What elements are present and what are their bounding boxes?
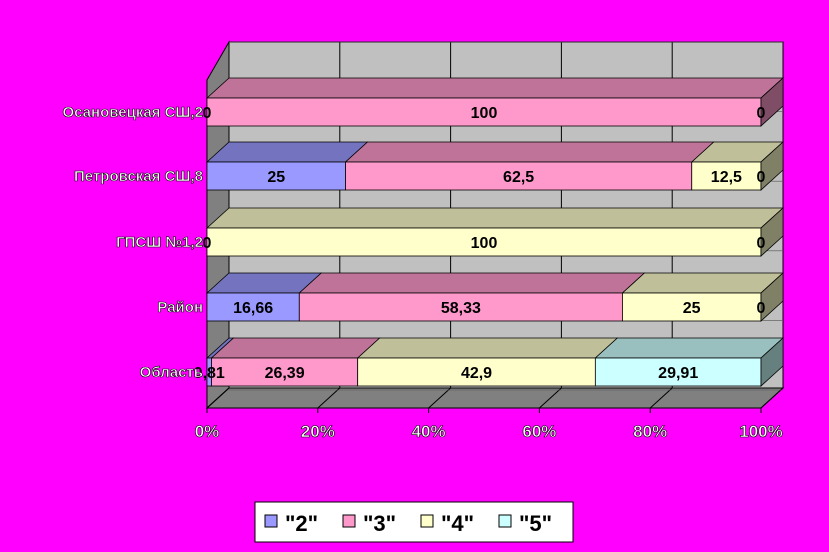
bar-top [356, 337, 619, 359]
bar-top [298, 272, 646, 294]
data-label: 25 [683, 300, 701, 317]
category-labels: Осановецкая СШ,2 Петровская СШ,8 ГПСШ №1,2… [62, 104, 203, 382]
floor-gridline [428, 387, 451, 409]
bars: 0 100 0 25 62,5 12,5 0 0 100 0 16,66 58,33 25 0 0,81 26… [194, 77, 785, 387]
floor-gridline [760, 387, 784, 409]
bar-segment [206, 292, 300, 322]
data-label: 62,5 [503, 169, 534, 186]
floor-gridline [206, 387, 230, 409]
floor-gridline [317, 387, 341, 409]
bar-end [760, 141, 784, 191]
data-label: 0 [757, 235, 766, 252]
bar-segment [357, 357, 596, 387]
x-tick-label: 100% [739, 422, 782, 441]
bar-segment [345, 161, 693, 191]
data-label: 0,81 [194, 365, 225, 382]
legend-box [254, 501, 574, 543]
legend-swatch [342, 514, 356, 528]
bar-top [205, 207, 785, 229]
legend-swatch [420, 514, 434, 528]
bar-segment [691, 161, 762, 191]
legend-entry: "5" [519, 511, 552, 536]
data-label: 12,5 [711, 169, 742, 186]
category-label: Область [140, 364, 203, 381]
data-label: 0 [203, 235, 212, 252]
data-label: 26,39 [265, 365, 305, 382]
bar-segment [206, 227, 762, 257]
category-label: Район [157, 299, 203, 316]
bar-segment [594, 357, 762, 387]
category-label: ГПСШ №1,2 [116, 234, 203, 251]
category-label: Осановецкая СШ,2 [62, 104, 203, 121]
bar-end [760, 272, 784, 322]
bar-segment [622, 292, 762, 322]
floor-gridline [539, 387, 562, 409]
data-label: 0 [757, 169, 766, 186]
x-tick-label: 80% [633, 422, 667, 441]
x-tick-labels: 0% 20% 40% 60% 80% 100% [194, 422, 783, 442]
legend-entry: "4" [441, 511, 474, 536]
bar-top [594, 337, 785, 359]
data-label: 58,33 [441, 300, 481, 317]
bar-segment [206, 161, 346, 191]
floor [205, 387, 785, 409]
bar-top [205, 77, 785, 99]
legend: "2" "3" "4" "5" [254, 501, 574, 543]
legend-entry: "2" [285, 511, 318, 536]
legend-entry: "3" [363, 511, 396, 536]
bar-segment [211, 357, 359, 387]
bar-top [621, 272, 784, 294]
floor-gridline [649, 387, 673, 409]
x-tick-label: 60% [522, 422, 556, 441]
data-label: 100 [471, 105, 498, 122]
bar-end [760, 337, 784, 387]
bar-end [760, 77, 784, 127]
data-label: 100 [471, 235, 498, 252]
bar-top [205, 141, 369, 163]
bar-top [210, 337, 381, 359]
category-label: Петровская СШ,8 [74, 168, 203, 185]
legend-swatch [498, 514, 512, 528]
data-label: 0 [203, 105, 212, 122]
data-label: 25 [267, 169, 285, 186]
legend-swatch [264, 514, 278, 528]
x-tick-label: 20% [301, 422, 335, 441]
bar-end [760, 207, 784, 257]
x-tick-label: 0% [195, 422, 220, 441]
bar-top [344, 141, 715, 163]
data-label: 16,66 [233, 300, 273, 317]
x-tick-label: 40% [412, 422, 446, 441]
data-label: 0 [756, 300, 765, 317]
bar-segment [298, 292, 623, 322]
data-label: 42,9 [461, 365, 492, 382]
data-label: 0 [757, 105, 766, 122]
data-label: 29,91 [658, 365, 698, 382]
